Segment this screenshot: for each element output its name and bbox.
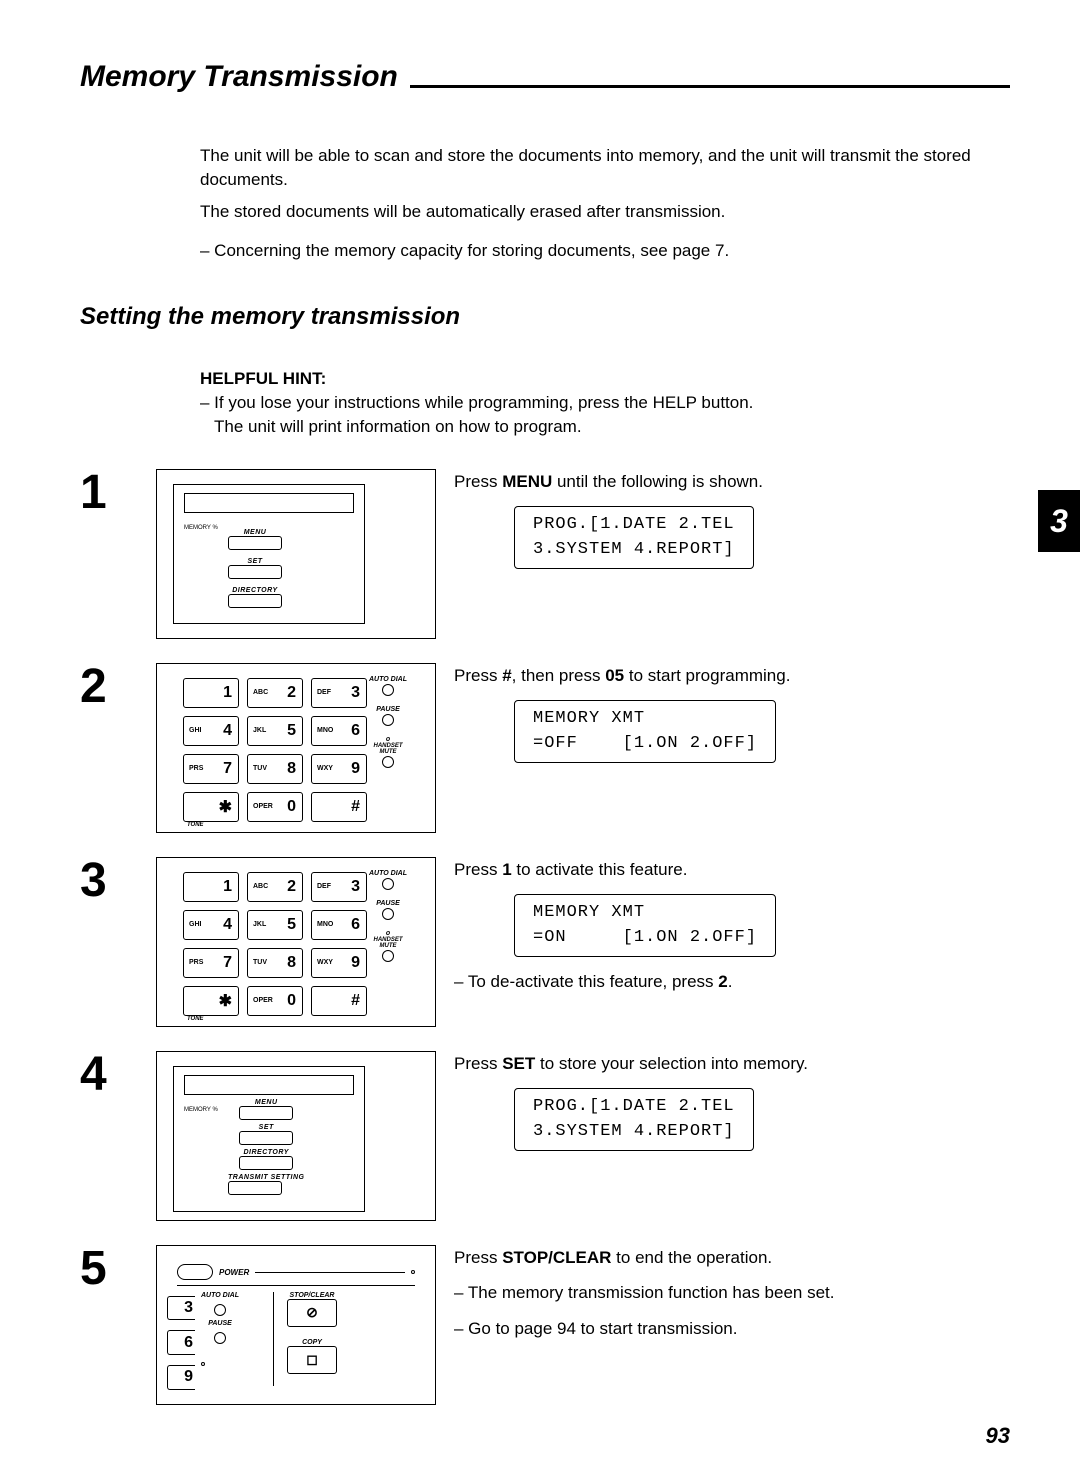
s1-post: until the following is shown. [552, 472, 763, 491]
s4-post: to store your selection into memory. [535, 1054, 808, 1073]
lcd-3: MEMORY XMT =ON [1.ON 2.OFF] [514, 894, 776, 957]
power-pill [177, 1264, 213, 1280]
step-5-illustration: POWER 3 6 9 AUTO DIAL PAUSE [156, 1245, 436, 1405]
s4-pre: Press [454, 1054, 502, 1073]
key-frag-3: 3 [167, 1296, 195, 1321]
label-copy: COPY [287, 1339, 337, 1346]
step-1-illustration: MEMORY % MENU SET DIRECTORY [156, 469, 436, 639]
s2-pre: Press [454, 666, 502, 685]
step-1-text: Press MENU until the following is shown.… [454, 469, 1010, 582]
s5-pre: Press [454, 1248, 502, 1267]
key-5: JKL5 [247, 716, 303, 746]
s3-bold: 1 [502, 860, 511, 879]
intro-p2: The stored documents will be automatical… [200, 200, 1010, 224]
s5-post: to end the operation. [611, 1248, 772, 1267]
key-8: TUV8 [247, 754, 303, 784]
s3-note-pre: – To de-activate this feature, press [454, 972, 718, 991]
intro-p1: The unit will be able to scan and store … [200, 144, 1010, 192]
step-1: 1 MEMORY % MENU SET DIRECTORY [80, 469, 1010, 639]
page-number: 93 [986, 1423, 1010, 1449]
key-9: WXY9 [311, 754, 367, 784]
step-2: 2 1 ABC2 DEF3 GHI4 JKL5 MNO6 PRS7 TUV8 W… [80, 663, 1010, 833]
label-pause: PAUSE [376, 706, 400, 713]
step-1-number: 1 [80, 469, 138, 517]
label-directory: DIRECTORY [228, 587, 282, 594]
title-rule [410, 85, 1010, 88]
key-3: DEF3 [311, 678, 367, 708]
key-frag-6: 6 [167, 1330, 195, 1355]
step-3: 3 1 ABC2 DEF3 GHI4 JKL5 MNO6 PRS7 TUV8 W… [80, 857, 1010, 1027]
step-2-text: Press #, then press 05 to start programm… [454, 663, 1010, 776]
hint-line2: The unit will print information on how t… [200, 415, 1010, 439]
key-4: GHI4 [183, 716, 239, 746]
title-row: Memory Transmission [80, 60, 1010, 94]
label-menu: MENU [228, 529, 282, 536]
s3-note-bold: 2 [718, 972, 727, 991]
s2-post: to start programming. [624, 666, 790, 685]
step-5: 5 POWER 3 6 9 AUTO DIAL PAUSE [80, 1245, 1010, 1405]
s3-pre: Press [454, 860, 502, 879]
s5-bullet1: – The memory transmission function has b… [454, 1280, 1010, 1306]
hint-line1: – If you lose your instructions while pr… [200, 391, 1010, 415]
intro-block: The unit will be able to scan and store … [200, 144, 1010, 263]
s5-bullet2: – Go to page 94 to start transmission. [454, 1316, 1010, 1342]
label-stopclear: STOP/CLEAR [287, 1292, 337, 1299]
lcd-2: MEMORY XMT =OFF [1.ON 2.OFF] [514, 700, 776, 763]
s2-mid: , then press [512, 666, 606, 685]
step-4-illustration: MEMORY % MENU SET DIRECTORY TRANSMIT SET… [156, 1051, 436, 1221]
label-autodial-5: AUTO DIAL [201, 1292, 239, 1299]
s3-post: to activate this feature. [512, 860, 688, 879]
hint-block: HELPFUL HINT: – If you lose your instruc… [200, 367, 1010, 438]
directory-button-illus [228, 594, 282, 608]
lcd-4: PROG.[1.DATE 2.TEL 3.SYSTEM 4.REPORT] [514, 1088, 754, 1151]
menu-button-illus [228, 536, 282, 550]
intro-p3: – Concerning the memory capacity for sto… [200, 239, 1010, 263]
stop-icon: ⊘ [287, 1299, 337, 1327]
step-3-number: 3 [80, 857, 138, 905]
s1-pre: Press [454, 472, 502, 491]
label-autodial: AUTO DIAL [369, 676, 407, 683]
label-set: SET [228, 558, 282, 565]
step-4: 4 MEMORY % MENU SET DIRECTORY TRANSMIT S… [80, 1051, 1010, 1221]
copy-icon: ◻ [287, 1346, 337, 1374]
step-3-illustration: 1 ABC2 DEF3 GHI4 JKL5 MNO6 PRS7 TUV8 WXY… [156, 857, 436, 1027]
key-hash: # [311, 792, 367, 822]
s2-b2: 05 [605, 666, 624, 685]
label-power: POWER [219, 1268, 249, 1277]
key-7: PRS7 [183, 754, 239, 784]
step-2-number: 2 [80, 663, 138, 711]
key-0: OPER0 [247, 792, 303, 822]
keypad-illus-3: 1 ABC2 DEF3 GHI4 JKL5 MNO6 PRS7 TUV8 WXY… [183, 872, 367, 1016]
step-5-text: Press STOP/CLEAR to end the operation. –… [454, 1245, 1010, 1352]
step-5-number: 5 [80, 1245, 138, 1293]
s4-bold: SET [502, 1054, 535, 1073]
step-4-number: 4 [80, 1051, 138, 1099]
hint-label: HELPFUL HINT: [200, 369, 326, 388]
key-star: ✱ [183, 792, 239, 822]
subheading: Setting the memory transmission [80, 303, 1010, 331]
label-transmit: TRANSMIT SETTING [228, 1174, 304, 1181]
keypad-side-labels: AUTO DIAL PAUSE oHANDSET MUTE [367, 676, 409, 768]
key-2: ABC2 [247, 678, 303, 708]
step-2-illustration: 1 ABC2 DEF3 GHI4 JKL5 MNO6 PRS7 TUV8 WXY… [156, 663, 436, 833]
s1-bold: MENU [502, 472, 552, 491]
key-1: 1 [183, 678, 239, 708]
label-pause-5: PAUSE [201, 1320, 239, 1327]
s5-bold: STOP/CLEAR [502, 1248, 611, 1267]
key-frag-9: 9 [167, 1365, 195, 1390]
set-button-illus [228, 565, 282, 579]
label-small-o: o [386, 736, 390, 743]
label-memory: MEMORY % [184, 525, 218, 531]
key-6: MNO6 [311, 716, 367, 746]
s2-b1: # [502, 666, 511, 685]
s3-note-post: . [728, 972, 733, 991]
label-handset: HANDSET MUTE [367, 743, 409, 755]
page-title: Memory Transmission [80, 60, 410, 94]
lcd-1: PROG.[1.DATE 2.TEL 3.SYSTEM 4.REPORT] [514, 506, 754, 569]
step-3-text: Press 1 to activate this feature. MEMORY… [454, 857, 1010, 1005]
chapter-tab: 3 [1038, 490, 1080, 552]
label-tone: TONE [187, 822, 204, 828]
keypad-illus: 1 ABC2 DEF3 GHI4 JKL5 MNO6 PRS7 TUV8 WXY… [183, 678, 367, 822]
step-4-text: Press SET to store your selection into m… [454, 1051, 1010, 1164]
